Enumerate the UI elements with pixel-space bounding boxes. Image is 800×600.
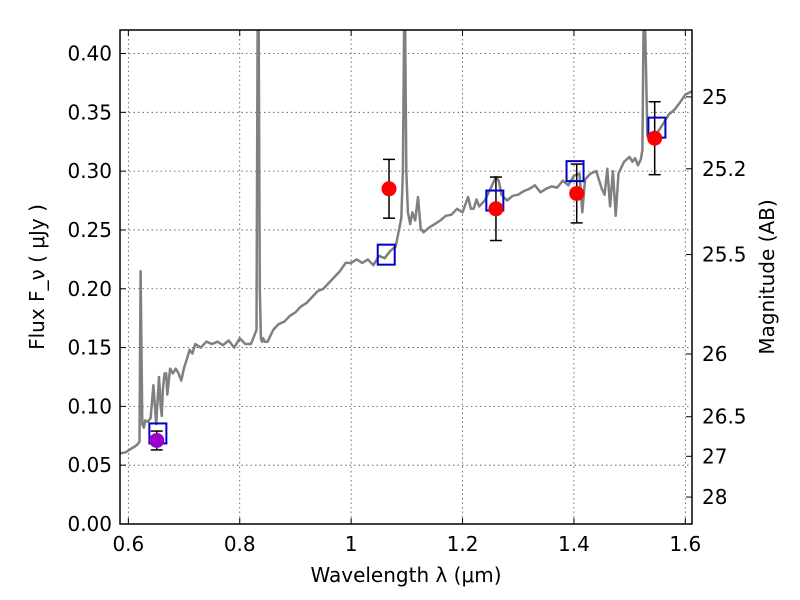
x-tick-label: 0.6 <box>112 532 144 556</box>
right-axis-title: Magnitude (AB) <box>755 199 779 354</box>
spectrum-layer <box>120 30 692 455</box>
x-tick-label: 1.6 <box>669 532 701 556</box>
x-tick-label: 0.8 <box>224 532 256 556</box>
observed-flux-point <box>488 201 504 217</box>
plot-frame <box>119 29 693 525</box>
magnitude-tick-label: 25 <box>702 85 727 109</box>
observed-flux-point <box>381 181 397 197</box>
magnitude-tick-label: 26 <box>702 342 727 366</box>
magnitude-tick-label: 28 <box>702 485 727 509</box>
x-axis-title: Wavelength λ (μm) <box>310 563 501 587</box>
observed-flux-point <box>647 130 663 146</box>
y-tick-label: 0.10 <box>67 394 112 418</box>
y-tick-label: 0.40 <box>67 42 112 66</box>
y-tick-label: 0.30 <box>67 159 112 183</box>
magnitude-tick-label: 25.2 <box>702 157 747 181</box>
y-tick-label: 0.05 <box>67 453 112 477</box>
data-points <box>148 100 667 451</box>
x-tick-label: 1 <box>345 532 358 556</box>
x-tick-label: 1.4 <box>558 532 590 556</box>
x-tick-label: 1.2 <box>447 532 479 556</box>
y-tick-label: 0.35 <box>67 100 112 124</box>
magnitude-tick-label: 27 <box>702 444 727 468</box>
axis-ticks: 0.6 0.8 1 1.2 1.4 1.6 0.00 0.05 0.10 0.15 0.20 0.25… <box>67 30 747 556</box>
model-spectrum-line <box>120 30 692 455</box>
y-tick-label: 0.00 <box>67 512 112 536</box>
observed-flux-point <box>149 432 165 448</box>
magnitude-tick-label: 25.5 <box>702 243 747 267</box>
y-tick-label: 0.15 <box>67 336 112 360</box>
y-axis-title: Flux F_ν ( μJy ) <box>25 204 49 350</box>
magnitude-tick-label: 26.5 <box>702 405 747 429</box>
model-flux-square <box>376 243 396 266</box>
observed-flux-point <box>569 185 585 201</box>
model-flux-square <box>565 160 585 183</box>
y-tick-label: 0.25 <box>67 218 112 242</box>
y-tick-label: 0.20 <box>67 277 112 301</box>
